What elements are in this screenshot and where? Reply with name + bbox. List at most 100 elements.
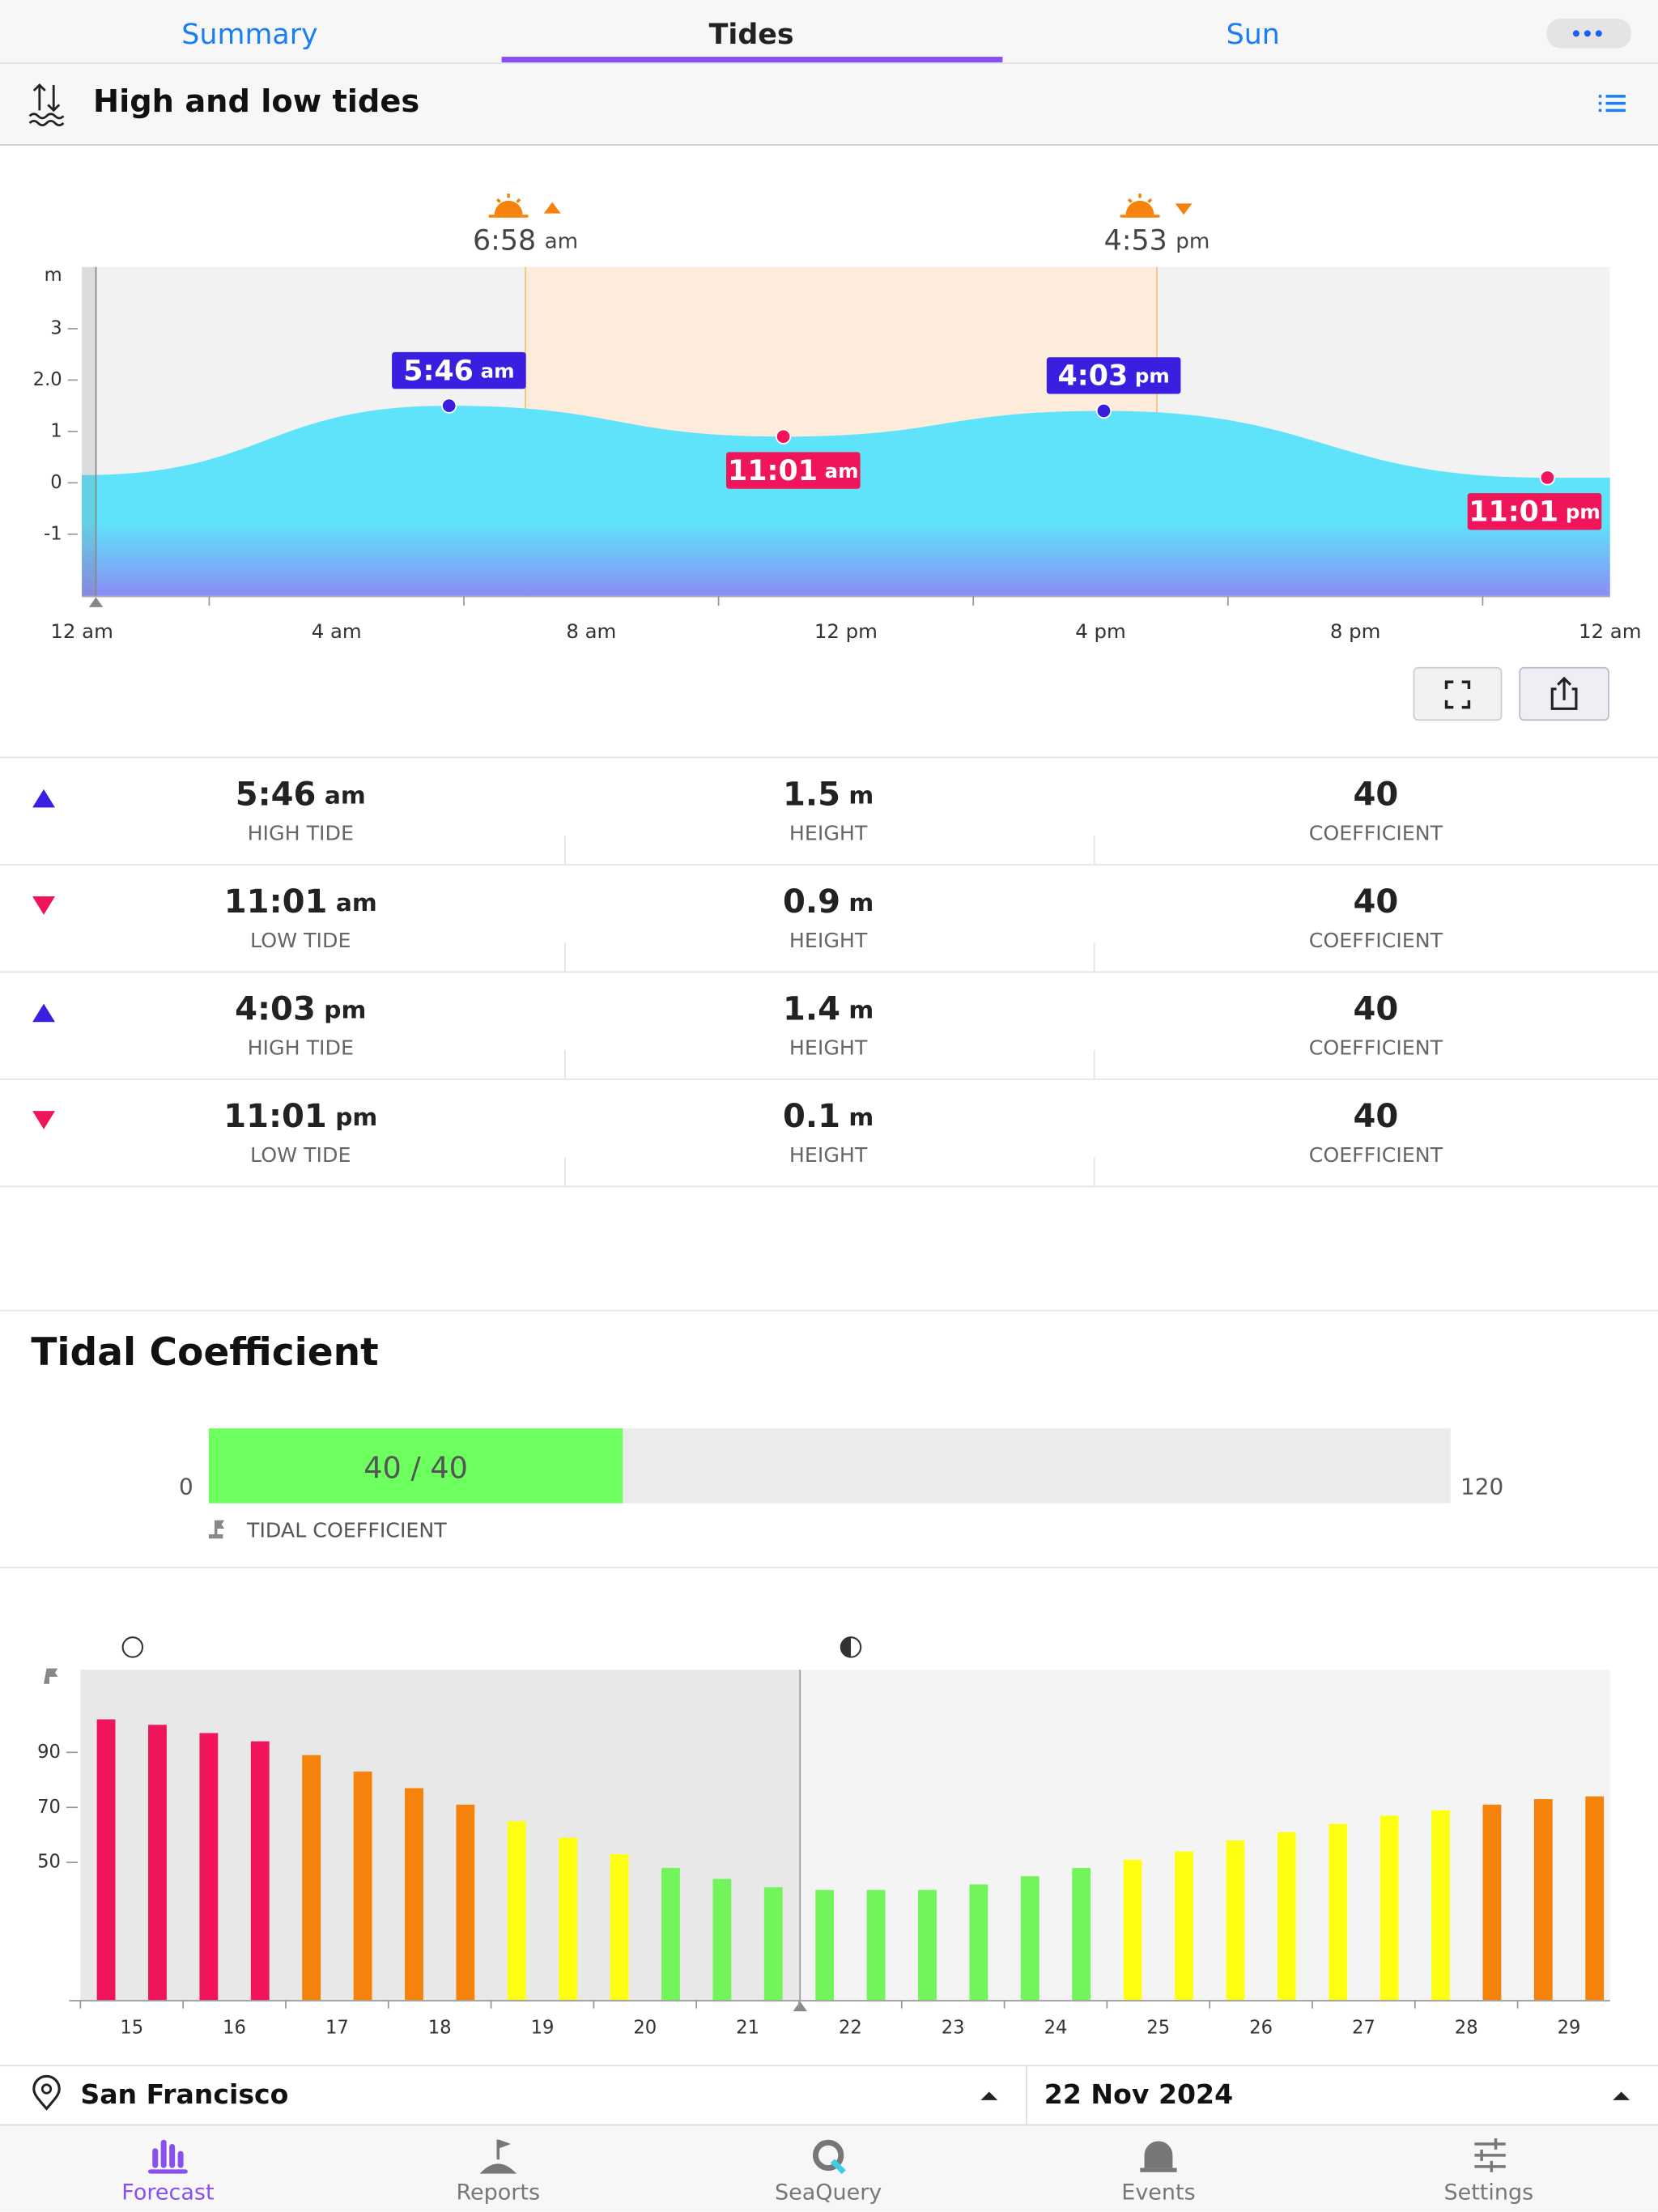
tide-label-time: 11:01 [1469,496,1558,529]
tide-time: 5:46 [236,776,317,813]
tide-height-unit: m [848,1102,874,1130]
flag-icon [208,1520,225,1539]
nav-item[interactable]: Forecast [121,2180,214,2205]
gauge-value: 40 / 40 [363,1450,468,1485]
flag-icon [44,1668,58,1684]
coefficient-label: COEFFICIENT [1309,1143,1443,1167]
location-bar [0,2065,1658,2125]
location[interactable]: San Francisco [80,2078,288,2110]
tide-time: 5:46 am [236,776,366,813]
coefficient-bar [610,1854,629,2001]
x-tick-label: 17 [325,2018,349,2039]
tide-period: am [325,781,366,809]
share-icon [1550,676,1578,710]
location-caret[interactable] [980,2091,998,2100]
low-tide-point [1539,470,1556,486]
nav-item[interactable]: Events [1121,2180,1195,2205]
tide-label-time: 5:46 [403,355,474,387]
x-tick-label: 29 [1558,2018,1581,2039]
pin-icon [32,2074,61,2111]
date-caret[interactable] [1613,2091,1630,2100]
tab-indicator [501,57,1003,63]
low-tide-label-box [1467,493,1602,530]
now-marker [88,597,104,607]
tide-label-period: pm [1135,364,1170,388]
sun-icon [495,198,501,203]
y-tick-label: -1 [44,523,62,544]
pin-icon [40,2083,53,2095]
fullscreen-icon [1444,680,1471,709]
y-tick-label: 90 [37,1742,61,1763]
tide-label-period: am [825,459,859,483]
tide-coefficient: 40 [1354,1098,1399,1135]
x-tick-label: 12 am [1579,619,1642,643]
coefficient-bar [1482,1804,1502,2001]
coefficient-bar [1072,1868,1091,2001]
tide-height: 1.5 [783,776,840,813]
coefficient-bar [866,1890,886,2001]
x-tick-label: 8 am [566,619,616,643]
tide-kind: LOW TIDE [250,929,351,952]
tide-time: 4:03 [235,990,316,1027]
tab[interactable]: Tides [709,19,794,51]
high-tide-icon [32,1003,55,1023]
sun-icon [1120,194,1160,218]
low-tide-icon [32,896,55,915]
x-tick-label: 26 [1249,2018,1273,2039]
coefficient-bar [1431,1810,1450,2001]
fullscreen-button[interactable] [1413,666,1503,721]
tab[interactable]: Sun [1226,19,1280,51]
coefficient-bar [712,1878,732,2001]
coefficient-bar [661,1868,680,2001]
sun-icon [1125,200,1154,215]
x-tick-label: 28 [1455,2018,1478,2039]
high-tide-label-box [392,351,526,389]
coefficient-bar [969,1884,988,2001]
tide-period: am [336,887,377,916]
date[interactable]: 22 Nov 2024 [1044,2078,1233,2110]
height-label: HEIGHT [789,821,868,844]
high-tide-label-box [1046,357,1181,394]
y-tick-label: 0 [50,472,62,493]
coefficient-bar [815,1890,835,2001]
reports-icon [479,2139,517,2174]
tide-label: 11:01 am [728,455,859,487]
tide-height-unit: m [848,995,874,1023]
tide-period: pm [324,995,366,1023]
tide-kind: LOW TIDE [250,1143,351,1167]
x-tick-label: 27 [1352,2018,1375,2039]
tide-time: 11:01 [224,883,328,921]
settings-icon [1474,2138,1506,2172]
high-tide-point [441,398,457,414]
coefficient-bar [456,1804,475,2001]
y-tick-label: 2.0 [33,369,62,390]
sun-period: pm [1175,229,1209,253]
section-title: Tidal Coefficient [31,1330,378,1375]
x-tick-label: 23 [942,2018,965,2039]
section-title: High and low tides [93,83,419,120]
coefficient-label: COEFFICIENT [1309,821,1443,844]
height-label: HEIGHT [789,1143,868,1167]
nav-item[interactable]: SeaQuery [775,2180,882,2205]
x-tick-label: 25 [1146,2018,1170,2039]
height-label: HEIGHT [789,929,868,952]
forecast-icon [148,2139,188,2174]
gauge-min: 0 [179,1473,193,1499]
x-tick-label: 8 pm [1330,619,1381,643]
tide-icon [28,83,65,127]
tide-height: 1.4 [783,990,840,1027]
x-tick-label: 15 [120,2018,143,2039]
tide-height-unit: m [848,781,874,809]
past-shade [82,266,96,596]
nav-item[interactable]: Reports [456,2180,540,2205]
tide-label-time: 11:01 [728,455,818,487]
tab[interactable]: Summary [181,19,317,51]
y-axis-label: m [45,265,62,286]
events-icon [1140,2141,1177,2172]
list-button[interactable] [1598,95,1626,113]
coefficient-label: COEFFICIENT [1309,929,1443,952]
tide-height: 0.9 [783,883,840,921]
tide-label: 11:01 pm [1469,496,1601,529]
gauge-fill [208,1428,623,1504]
nav-item[interactable]: Settings [1443,2180,1533,2205]
